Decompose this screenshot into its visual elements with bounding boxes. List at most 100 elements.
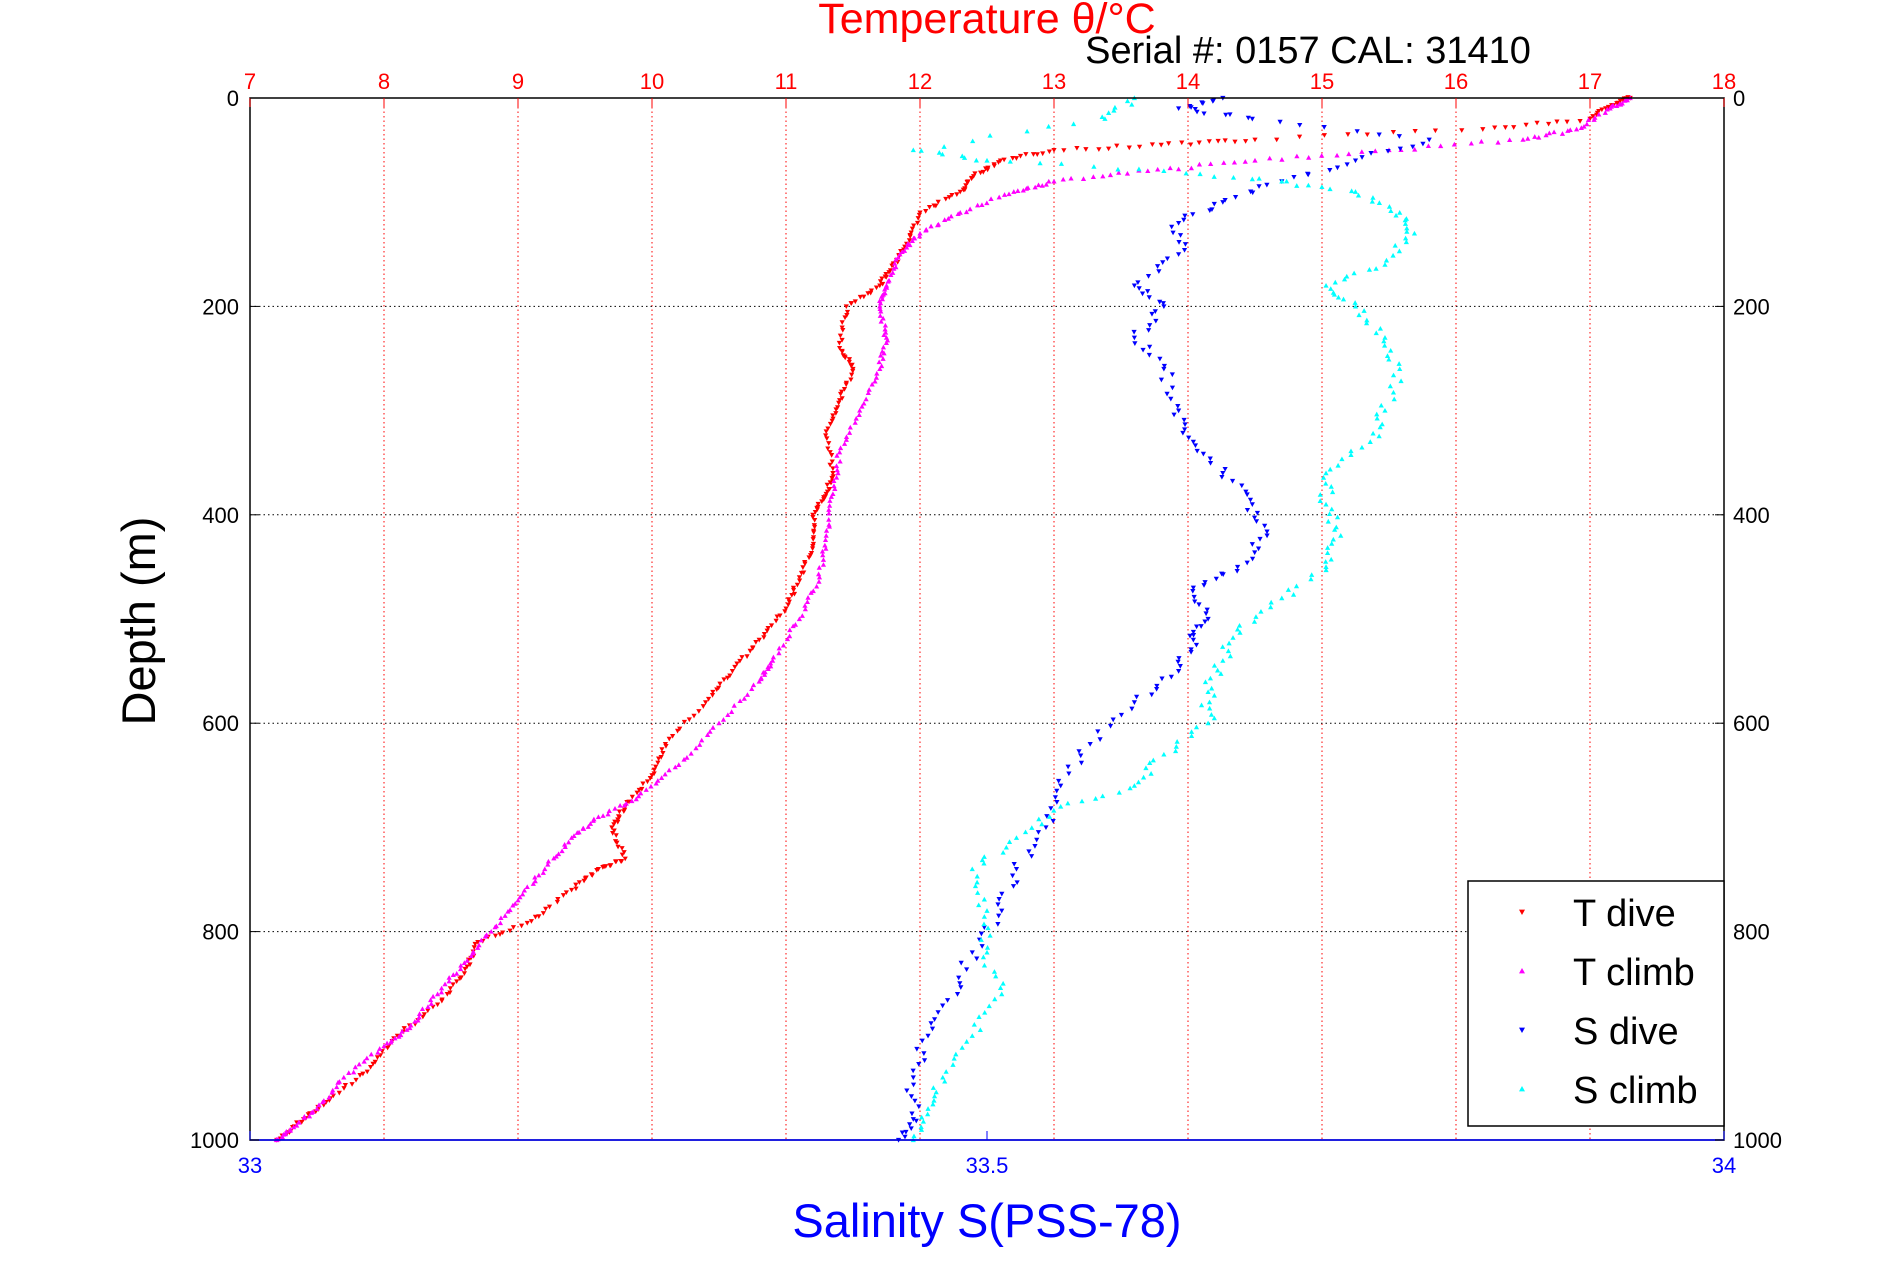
data-point: [1294, 153, 1300, 159]
data-point: [800, 565, 806, 570]
data-point: [790, 587, 797, 593]
data-point: [1243, 139, 1249, 144]
data-point: [1596, 111, 1602, 117]
data-point: [981, 896, 987, 902]
temperature-tick-label: 18: [1712, 69, 1736, 94]
data-point: [819, 548, 826, 554]
data-point: [995, 922, 1001, 927]
data-point: [881, 350, 887, 356]
data-point: [1023, 186, 1030, 191]
data-point: [614, 840, 620, 846]
data-point: [925, 1106, 931, 1111]
data-point: [737, 658, 743, 664]
data-point: [1264, 533, 1270, 539]
data-point: [877, 300, 884, 306]
data-point: [857, 294, 863, 300]
data-point: [1329, 506, 1335, 512]
data-point: [811, 524, 818, 530]
data-point: [360, 1071, 366, 1077]
data-point: [1054, 800, 1060, 805]
series-s-climb: [910, 95, 1418, 1143]
data-point: [444, 991, 450, 997]
data-point: [457, 976, 463, 982]
salinity-tick-label: 34: [1712, 1153, 1736, 1178]
data-point: [948, 213, 954, 219]
data-point: [925, 1111, 931, 1117]
data-point: [430, 993, 436, 999]
legend-box: [1467, 880, 1725, 1127]
data-point: [1074, 145, 1080, 151]
data-point: [1211, 662, 1218, 668]
data-point: [1329, 541, 1335, 546]
data-point: [1396, 361, 1402, 366]
data-point: [472, 941, 478, 947]
data-point: [1196, 140, 1202, 146]
data-point: [1370, 195, 1376, 200]
data-point: [744, 654, 750, 659]
data-point: [847, 424, 853, 430]
data-point: [662, 771, 668, 777]
data-point: [910, 147, 916, 153]
data-point: [1249, 502, 1255, 507]
data-point: [1377, 424, 1383, 430]
data-point: [776, 645, 782, 651]
data-point: [1090, 174, 1096, 179]
data-point: [809, 546, 816, 552]
data-point: [1017, 153, 1024, 159]
data-point: [902, 244, 908, 250]
data-point: [582, 876, 588, 882]
data-point: [1502, 125, 1509, 130]
data-point: [931, 1098, 937, 1103]
y-axis-label: Depth (m): [112, 517, 165, 726]
data-point: [1046, 178, 1052, 184]
data-point: [1191, 594, 1197, 600]
data-point: [1011, 189, 1017, 194]
data-point: [1129, 706, 1135, 712]
data-point: [621, 802, 627, 808]
data-point: [532, 914, 539, 920]
data-point: [802, 606, 808, 612]
data-point: [430, 1004, 436, 1010]
data-point: [1551, 129, 1557, 135]
data-point: [1207, 208, 1213, 214]
data-point: [972, 883, 979, 889]
data-point: [1330, 536, 1336, 542]
data-point: [697, 742, 703, 747]
data-point: [765, 666, 771, 672]
data-point: [326, 1094, 332, 1100]
data-point: [911, 223, 917, 229]
data-point: [946, 195, 952, 200]
data-point: [1188, 733, 1195, 738]
data-point: [882, 322, 889, 328]
data-point: [1345, 132, 1351, 137]
data-point: [1190, 629, 1197, 635]
data-point: [822, 542, 828, 548]
data-point: [532, 878, 538, 884]
series-t-climb: [273, 95, 1633, 1143]
data-point: [1209, 685, 1215, 691]
data-point: [914, 1046, 920, 1052]
data-point: [658, 755, 664, 760]
data-point: [1166, 141, 1172, 146]
data-point: [1412, 146, 1418, 152]
data-point: [1154, 683, 1160, 689]
data-point: [1043, 181, 1049, 187]
depth-tick-label-right: 800: [1733, 920, 1770, 945]
data-point: [919, 1038, 925, 1044]
data-point: [294, 1122, 300, 1128]
data-point: [981, 854, 987, 859]
data-point: [1181, 247, 1188, 253]
data-point: [1339, 456, 1345, 462]
data-point: [346, 1070, 352, 1075]
data-point: [1326, 511, 1333, 517]
data-point: [1239, 483, 1245, 489]
data-point: [944, 998, 951, 1003]
data-point: [574, 830, 580, 835]
data-point: [299, 1119, 305, 1125]
data-point: [810, 537, 816, 542]
data-point: [837, 449, 843, 455]
legend-item: T dive: [1519, 893, 1676, 935]
data-point: [612, 805, 618, 811]
data-point: [1468, 140, 1474, 146]
data-point: [1013, 867, 1020, 872]
